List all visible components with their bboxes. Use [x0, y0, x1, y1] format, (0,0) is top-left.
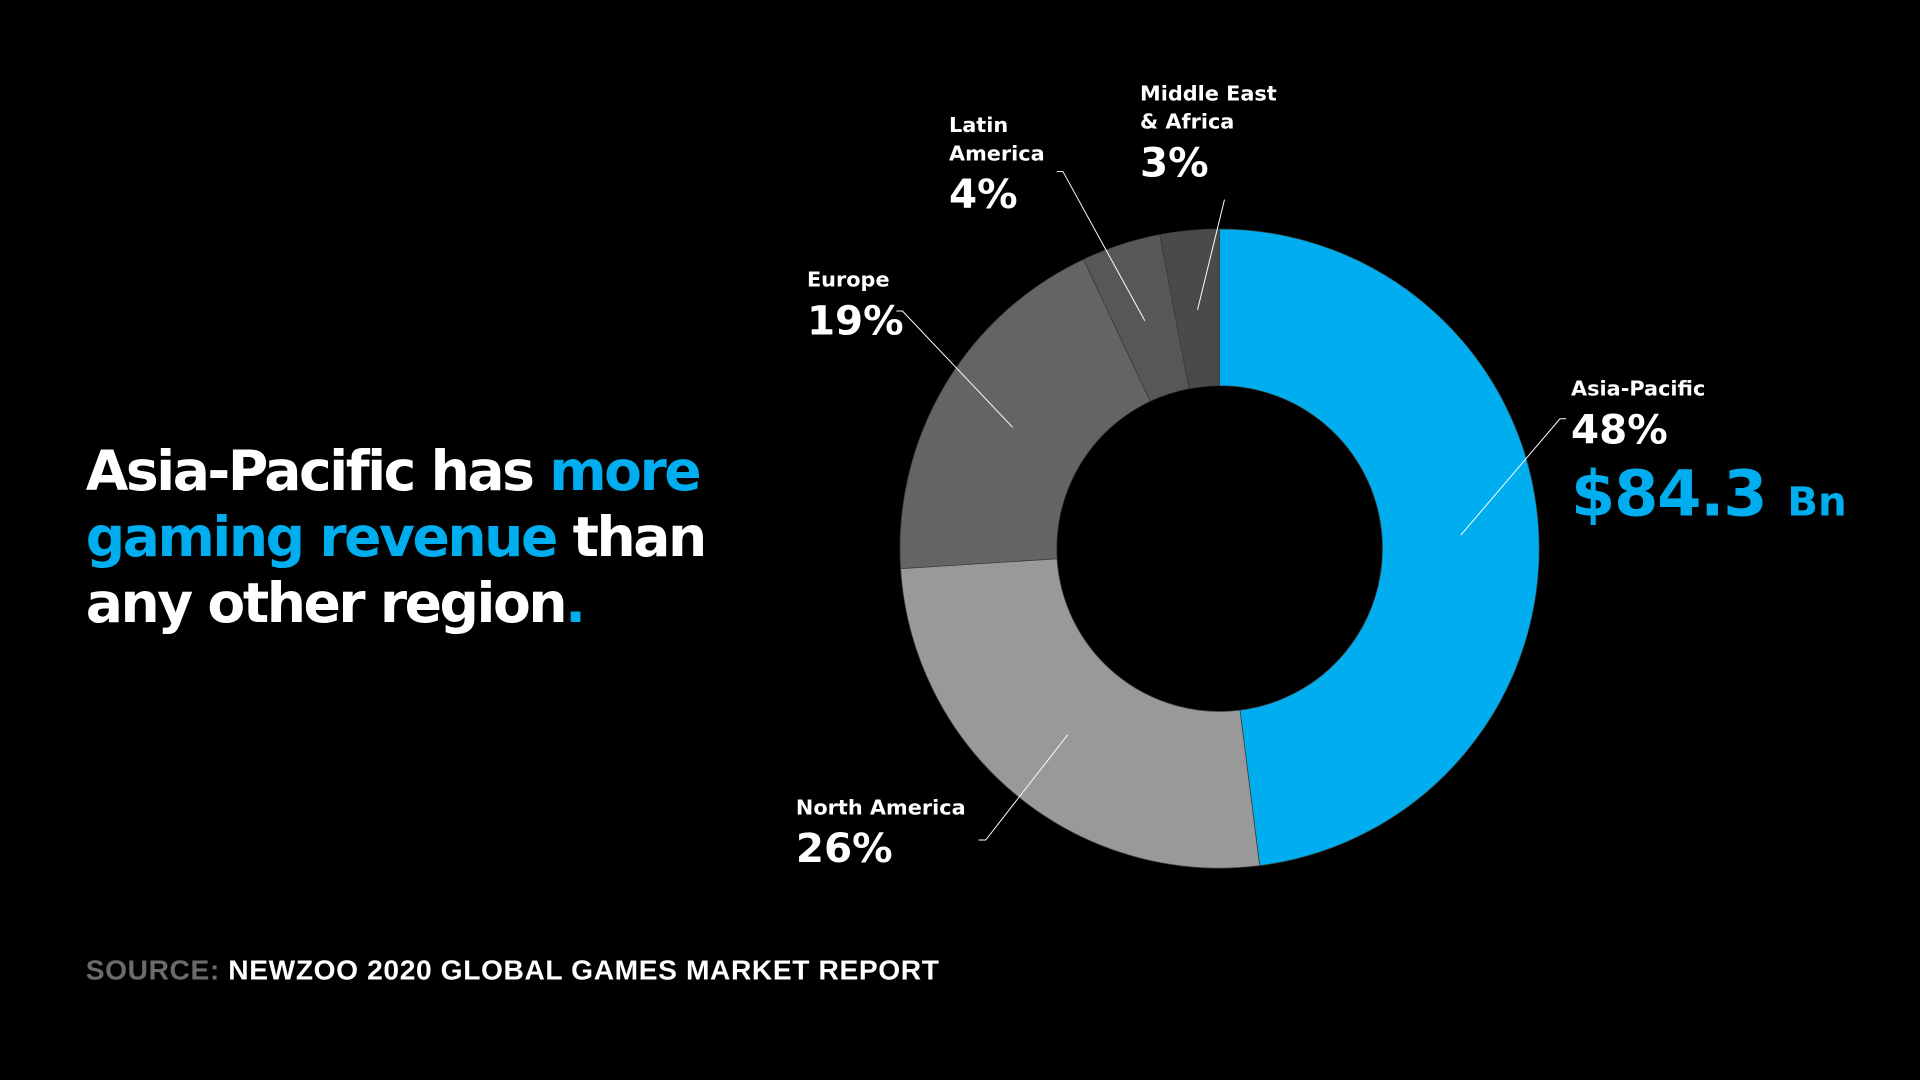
label-latin-america: Latin America 4%	[949, 113, 1071, 218]
slice-label: Asia-Pacific	[1571, 377, 1706, 402]
leader-line-europe	[896, 310, 1014, 428]
data-label: 26%	[795, 824, 893, 872]
headline-text: Asia-Pacific has	[85, 438, 550, 504]
slice-label: Europe	[806, 268, 890, 293]
headline-highlight: more gaming revenue	[85, 438, 702, 570]
leader-line-middle-east-africa	[1197, 199, 1225, 310]
leader-line-latin-america	[1056, 170, 1146, 322]
source-note: SOURCE: NEWZOO 2020 GLOBAL GAMES MARKET …	[86, 954, 940, 987]
slice-label: Latin America	[948, 113, 1045, 167]
leader-line-asia-pacific	[1460, 418, 1567, 536]
slice-asia-pacific	[1219, 228, 1540, 867]
revenue-value: $84.3 Bn	[1571, 458, 1914, 539]
data-label: 3%	[1140, 138, 1209, 187]
headline-text-end: than any other region	[85, 504, 708, 636]
source-value: NEWZOO 2020 GLOBAL GAMES MARKET REPORT	[228, 953, 940, 986]
slice-label: Middle East & Africa	[1140, 82, 1277, 135]
label-europe: Europe 19%	[807, 267, 904, 344]
label-middle-east-africa: Middle East & Africa 3%	[1140, 81, 1299, 186]
slice-north-america	[900, 558, 1261, 869]
leader-line-north-america	[978, 734, 1069, 841]
data-label: 4%	[948, 170, 1018, 218]
slice-europe	[899, 258, 1151, 570]
headline-period: .	[565, 570, 586, 636]
revenue-unit: Bn	[1787, 477, 1847, 526]
label-asia-pacific: Asia-Pacific 48% $84.3 Bn	[1571, 376, 1914, 539]
data-label: 19%	[806, 296, 904, 345]
headline: Asia-Pacific has more gaming revenue tha…	[86, 438, 821, 636]
revenue-amount: $84.3	[1571, 457, 1768, 532]
slice-label: North America	[795, 795, 966, 821]
label-north-america: North America 26%	[796, 795, 1041, 872]
slice-middle-east-africa	[1159, 228, 1220, 390]
source-key: SOURCE:	[85, 953, 220, 986]
data-label: 48%	[1571, 405, 1668, 454]
